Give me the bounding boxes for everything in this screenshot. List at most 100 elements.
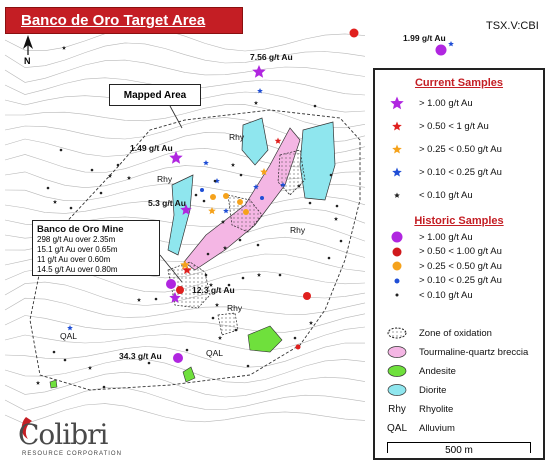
legend-label: Rhyolite	[419, 403, 454, 415]
diorite-body-north	[241, 117, 269, 166]
historic-sample-marker	[260, 196, 264, 200]
historic-sample-marker	[308, 201, 312, 205]
historic-sample-marker	[349, 28, 359, 38]
current-sample-marker	[67, 325, 73, 331]
historic-sample-marker	[339, 239, 343, 243]
historic-sample-marker	[202, 199, 206, 203]
contour-line	[4, 42, 366, 68]
legend-row-current: < 0.10 g/t Au	[387, 188, 473, 202]
historic-sample-marker	[166, 279, 176, 289]
historic-sample-marker	[335, 204, 339, 208]
sample-label-1-49: 1.49 g/t Au	[130, 143, 173, 153]
legend-row-unit: Zone of oxidation	[387, 326, 492, 340]
legend-row-historic: > 0.25 < 0.50 g/t Au	[387, 259, 502, 273]
historic-sample-marker	[210, 194, 216, 200]
current-sample-marker	[126, 175, 132, 180]
legend-label: > 0.10 < 0.25 g/t Au	[419, 275, 502, 286]
legend-row-historic: < 0.10 g/t Au	[387, 288, 473, 302]
current-sample-marker	[180, 204, 192, 215]
historic-sample-marker	[69, 206, 73, 210]
historic-sample-marker	[256, 243, 260, 247]
north-arrow-icon	[23, 35, 33, 55]
legend-symbol-icon	[387, 142, 407, 156]
current-sample-marker	[107, 173, 113, 178]
mine-callout-line: 11 g/t Au over 0.60m	[37, 255, 111, 264]
scale-bar	[387, 442, 531, 453]
current-sample-marker	[260, 168, 268, 176]
legend-row-unit: Andesite	[387, 364, 456, 378]
legend-label: > 0.50 < 1.00 g/t Au	[419, 246, 502, 257]
current-sample-marker	[448, 41, 454, 47]
mine-callout-line: 298 g/t Au over 2.35m	[37, 235, 116, 244]
legend-symbol-icon	[387, 383, 407, 397]
current-sample-marker	[253, 184, 259, 190]
historic-sample-marker	[185, 348, 189, 352]
historic-sample-marker	[176, 286, 184, 294]
legend-symbol-icon	[387, 245, 407, 259]
mapped-area-outline	[29, 109, 361, 391]
legend-symbol-icon	[387, 96, 407, 110]
historic-sample-marker	[147, 361, 151, 365]
legend-symbol-icon	[387, 274, 407, 288]
historic-sample-marker	[238, 238, 242, 242]
contour-line	[4, 59, 366, 83]
historic-sample-marker	[200, 188, 204, 192]
andesite-body-2	[182, 366, 196, 383]
historic-sample-marker	[327, 256, 331, 260]
current-sample-marker	[169, 151, 183, 164]
current-sample-marker	[308, 320, 314, 325]
current-sample-marker	[280, 182, 286, 188]
legend-label: > 0.10 < 0.25 g/t Au	[419, 166, 502, 178]
legend-historic-title: Historic Samples	[414, 215, 504, 227]
ticker-symbol: TSX.V:CBI	[486, 20, 539, 32]
historic-sample-marker	[46, 186, 50, 190]
historic-sample-marker	[293, 336, 297, 340]
current-sample-marker	[230, 162, 236, 167]
legend-symbol-icon	[387, 259, 407, 273]
legend-symbol-icon	[387, 119, 407, 133]
sample-label-7-56: 7.56 g/t Au	[250, 52, 293, 62]
contour-line	[4, 387, 366, 411]
historic-sample-marker	[223, 193, 229, 199]
legend-row-unit: Tourmaline-quartz breccia	[387, 345, 528, 359]
legend-row-historic: > 0.10 < 0.25 g/t Au	[387, 274, 502, 288]
current-sample-marker	[217, 335, 223, 340]
andesite-body-1	[247, 325, 283, 353]
historic-sample-marker	[246, 364, 250, 368]
legend-symbol-icon	[387, 188, 407, 202]
legend-label: < 0.10 g/t Au	[419, 289, 473, 301]
diorite-body-east	[299, 121, 336, 201]
legend-label: > 1.00 g/t Au	[419, 97, 473, 109]
current-sample-marker	[52, 199, 58, 204]
legend-row-unit: QAL Alluvium	[387, 421, 455, 435]
current-sample-marker	[220, 219, 226, 224]
mapped-area-leader	[169, 105, 183, 129]
logo-wordmark: Colibri	[18, 418, 108, 451]
current-sample-marker	[222, 245, 228, 250]
historic-sample-marker	[52, 350, 56, 354]
oxidation-zone-2	[277, 149, 306, 196]
historic-sample-marker	[243, 209, 249, 215]
scale-bar-label: 500 m	[445, 445, 473, 456]
current-sample-marker	[257, 88, 263, 94]
legend-label: < 0.10 g/t Au	[419, 189, 473, 201]
current-sample-marker	[136, 297, 142, 302]
current-sample-marker	[203, 160, 209, 166]
current-sample-marker	[180, 260, 190, 269]
historic-sample-marker	[173, 353, 183, 363]
historic-sample-marker	[194, 193, 198, 197]
historic-sample-marker	[227, 283, 231, 287]
mine-callout-title: Banco de Oro Mine	[37, 224, 124, 235]
legend-row-current: > 0.25 < 0.50 g/t Au	[387, 142, 502, 156]
contour-line	[4, 104, 366, 129]
diorite-body-west	[167, 174, 194, 256]
legend-label: > 0.25 < 0.50 g/t Au	[419, 260, 502, 272]
logo-subtitle: RESOURCE CORPORATION	[22, 451, 122, 457]
historic-sample-marker	[241, 276, 245, 280]
historic-sample-marker	[278, 273, 282, 277]
alluvium-label: QAL	[206, 348, 224, 358]
legend-label: > 0.50 < 1 g/t Au	[419, 120, 489, 132]
map-title: Banco de Oro Target Area	[5, 7, 243, 34]
andesite-body-3	[49, 379, 58, 389]
